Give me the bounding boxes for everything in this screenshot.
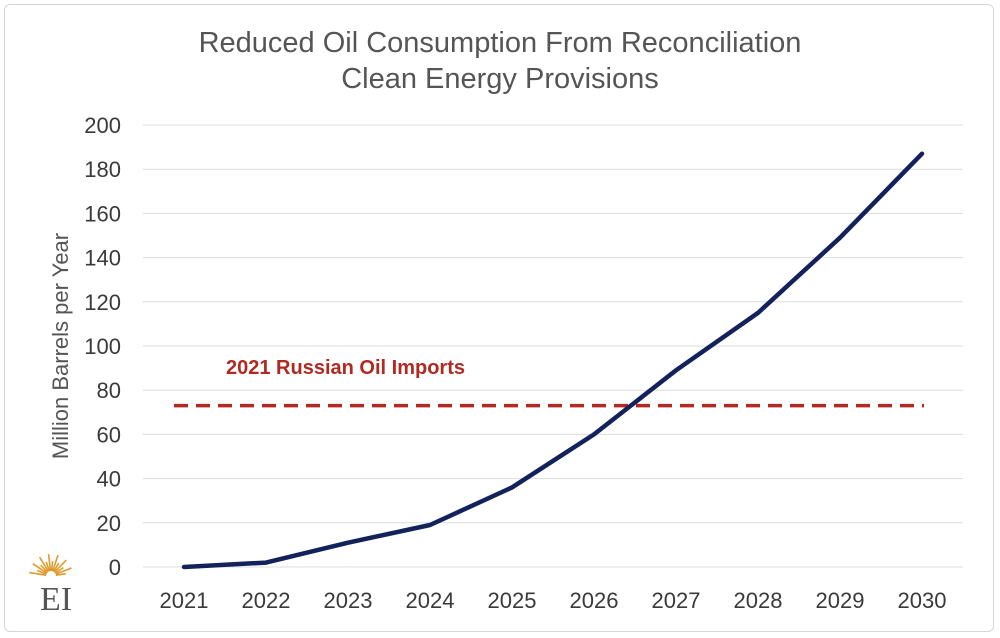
y-tick-label: 100 <box>84 334 121 359</box>
sunburst-logo-icon <box>29 554 72 577</box>
y-tick-label: 0 <box>109 555 121 580</box>
logo-ray <box>47 554 52 572</box>
x-tick-label: 2028 <box>734 588 783 613</box>
logo-ray <box>55 572 66 577</box>
chart-frame <box>4 4 994 632</box>
logo-ray <box>53 559 67 573</box>
logo-ray <box>32 563 48 574</box>
x-tick-label: 2021 <box>160 588 209 613</box>
reference-line-group: 2021 Russian Oil Imports <box>174 357 924 408</box>
logo-text: EI <box>40 581 72 618</box>
series-line <box>181 151 925 570</box>
logo-ray <box>38 556 50 573</box>
x-tick-label: 2023 <box>324 588 373 613</box>
chart-title-line-1: Reduced Oil Consumption From Reconciliat… <box>199 27 802 59</box>
logo-ray <box>29 571 47 577</box>
x-tick-label: 2022 <box>242 588 291 613</box>
y-tick-label: 120 <box>84 290 121 315</box>
x-tick-label: 2024 <box>406 588 455 613</box>
y-tick-label: 80 <box>97 378 121 403</box>
y-tick-label: 160 <box>84 201 121 226</box>
x-tick-label: 2030 <box>898 588 947 613</box>
chart-title-line-2: Clean Energy Provisions <box>341 63 659 95</box>
logo-ray <box>36 569 47 575</box>
series-layer <box>181 151 925 570</box>
y-axis-ticks: 0 20 40 60 80 100 120 140 160 180 200 <box>84 113 121 580</box>
x-tick-label: 2025 <box>488 588 537 613</box>
reference-line-label: 2021 Russian Oil Imports <box>226 357 465 379</box>
y-tick-label: 200 <box>84 113 121 138</box>
logo-ray <box>45 561 51 572</box>
logo-ray <box>52 562 60 573</box>
gridlines <box>143 124 963 568</box>
x-tick-label: 2027 <box>652 588 701 613</box>
logo-ray <box>40 564 49 573</box>
y-tick-label: 140 <box>84 246 121 271</box>
logo-ray <box>54 566 64 574</box>
y-axis-label: Million Barrels per Year <box>48 233 73 459</box>
y-tick-label: 20 <box>97 511 121 536</box>
x-tick-label: 2026 <box>570 588 619 613</box>
y-tick-label: 60 <box>97 422 121 447</box>
logo-ray <box>50 561 54 572</box>
x-axis-ticks: 2021 2022 2023 2024 2025 2026 2027 2028 2029 2030 <box>160 588 947 613</box>
x-tick-label: 2029 <box>816 588 865 613</box>
logo-ray <box>51 554 59 572</box>
logo-ray <box>55 567 72 575</box>
y-tick-label: 180 <box>84 157 121 182</box>
y-tick-label: 40 <box>97 467 121 492</box>
